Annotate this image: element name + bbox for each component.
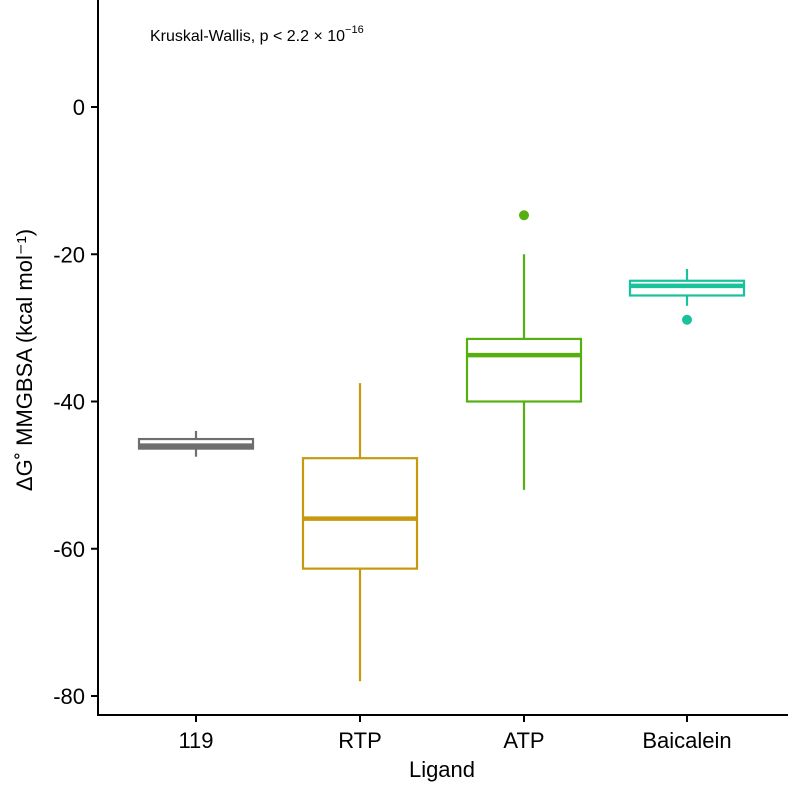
box-group — [628, 268, 746, 325]
y-tick-label: -20 — [53, 242, 85, 267]
outlier-point — [519, 210, 529, 221]
y-tick-label: -80 — [53, 684, 85, 709]
x-tick-label: ATP — [503, 728, 544, 753]
y-axis-title: ΔG˚ MMGBSA (kcal mol⁻¹) — [12, 229, 37, 491]
y-tick-label: -40 — [53, 390, 85, 415]
stat-annotation-exponent: −16 — [345, 24, 364, 36]
x-ticks: 119 RTP ATP Baicalein — [178, 715, 732, 753]
y-tick-label: -60 — [53, 537, 85, 562]
box-iqr — [465, 337, 583, 403]
x-tick-label: Baicalein — [642, 728, 731, 753]
stat-annotation: Kruskal-Wallis, p < 2.2 × 10−16 — [150, 24, 364, 45]
box-group — [301, 383, 419, 682]
stat-annotation-text: Kruskal-Wallis, p < 2.2 × 10 — [150, 28, 345, 45]
boxes — [137, 210, 746, 682]
x-tick-label: 119 — [178, 728, 213, 753]
box-group — [465, 210, 583, 490]
outlier-point — [682, 314, 692, 325]
box-group — [137, 430, 255, 457]
y-tick-label: 0 — [73, 95, 85, 120]
y-ticks: 0 -20 -40 -60 -80 — [53, 95, 98, 709]
box-iqr — [301, 457, 419, 570]
x-axis-title: Ligand — [409, 757, 475, 782]
x-tick-label: RTP — [338, 728, 382, 753]
